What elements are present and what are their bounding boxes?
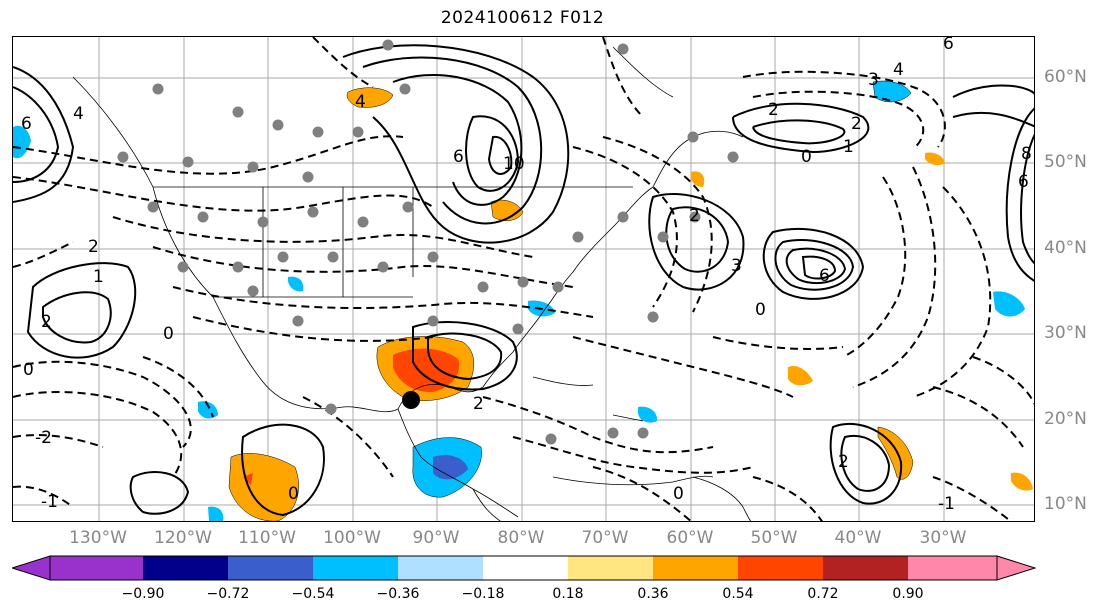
colorbar-tick: −0.90: [121, 586, 165, 602]
contour-labels: 6 4 2 10 6 2 0 1 3 4 6 2 0 1 2 0 -2 -1 2…: [21, 37, 1032, 514]
colorbar-tick: −0.72: [206, 586, 250, 602]
map-svg: 6 4 2 10 6 2 0 1 3 4 6 2 0 1 2 0 -2 -1 2…: [13, 37, 1034, 521]
contour-label: 0: [801, 147, 812, 167]
contour-label: 4: [73, 104, 84, 124]
contour-label: 2: [851, 114, 862, 134]
lon-label: 30°W: [919, 528, 967, 548]
contour-label: 6: [819, 266, 830, 286]
lon-label: 100°W: [323, 528, 381, 548]
colorbar: [12, 555, 1037, 581]
map-title: 2024100612 F012: [440, 8, 605, 28]
contour-label: -1: [41, 492, 58, 512]
contour-label: 8: [1021, 144, 1032, 164]
contour-label: 0: [288, 484, 299, 504]
contour-label: 0: [673, 484, 684, 504]
lat-label: 20°N: [1044, 409, 1087, 429]
colorbar-tick: −0.18: [461, 586, 505, 602]
contour-label: 2: [768, 100, 779, 120]
contour-label: 0: [163, 324, 174, 344]
lat-label: 10°N: [1044, 494, 1087, 514]
storm-position-marker: [402, 391, 420, 409]
contour-label: 2: [473, 394, 484, 414]
map-plot-area: 6 4 2 10 6 2 0 1 3 4 6 2 0 1 2 0 -2 -1 2…: [12, 36, 1035, 522]
solid-contours: [13, 44, 1034, 517]
colorbar-tick: 0.18: [552, 586, 584, 602]
lat-label: 60°N: [1044, 67, 1087, 87]
lat-label: 50°N: [1044, 152, 1087, 172]
colorbar-tick: −0.36: [376, 586, 420, 602]
lon-label: 70°W: [581, 528, 629, 548]
contour-label: -1: [938, 494, 955, 514]
station-dots: [117, 39, 739, 445]
colorbar-tick: 0.54: [722, 586, 754, 602]
lon-label: 50°W: [750, 528, 798, 548]
contour-label: 6: [1018, 172, 1029, 192]
contour-label: 4: [355, 92, 366, 112]
contour-label: -2: [35, 428, 52, 448]
contour-label: 6: [453, 147, 464, 167]
contour-label: 3: [731, 256, 742, 276]
colorbar-tick: −0.54: [291, 586, 335, 602]
lon-label: 40°W: [834, 528, 882, 548]
contour-label: 1: [843, 137, 854, 157]
contour-label: 2: [41, 312, 52, 332]
dashed-contours: [13, 37, 1034, 521]
lon-label: 110°W: [238, 528, 296, 548]
lon-label: 60°W: [666, 528, 714, 548]
shaded-regions: [13, 80, 1033, 521]
contour-label: 0: [23, 360, 34, 380]
lat-label: 30°N: [1044, 323, 1087, 343]
lon-label: 80°W: [497, 528, 545, 548]
contour-label: 10: [503, 154, 525, 174]
colorbar-tick: 0.90: [892, 586, 924, 602]
contour-label: 2: [838, 452, 849, 472]
contour-label: 4: [893, 60, 904, 80]
contour-label: 2: [88, 237, 99, 257]
contour-label: 0: [755, 300, 766, 320]
colorbar-tick: 0.72: [807, 586, 839, 602]
contour-label: 3: [868, 70, 879, 90]
lon-label: 90°W: [412, 528, 460, 548]
lon-label: 120°W: [154, 528, 212, 548]
lon-label: 130°W: [69, 528, 127, 548]
contour-label: 6: [21, 114, 32, 134]
lat-label: 40°N: [1044, 238, 1087, 258]
colorbar-tick: 0.36: [637, 586, 669, 602]
contour-label: 1: [93, 267, 104, 287]
contour-label: 2: [689, 206, 700, 226]
contour-label: 6: [943, 37, 954, 54]
